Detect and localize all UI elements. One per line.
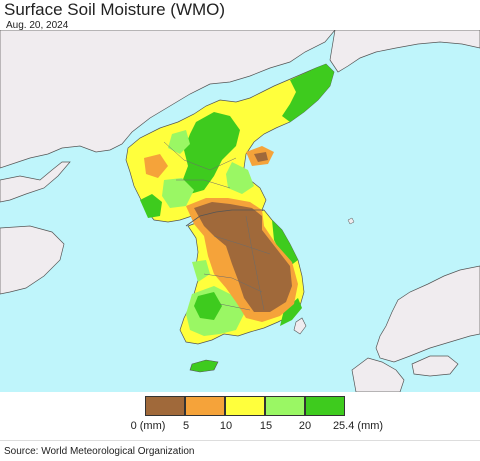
- japan-kyushu: [351, 357, 405, 392]
- soil-moisture-map: [0, 30, 480, 392]
- japan-shikoku: [411, 355, 459, 377]
- green-sk-southeast: [280, 298, 302, 326]
- dmz-border: [185, 209, 264, 227]
- legend: 0 (mm) 5 10 15 20 25.4 (mm): [0, 392, 480, 440]
- map-area: [0, 30, 480, 392]
- lightgreen-sk-west: [192, 260, 210, 282]
- legend-tick-5: 5: [182, 420, 190, 432]
- orange-nk-west: [144, 154, 168, 178]
- green-west-nk: [140, 194, 162, 218]
- green-north-central: [182, 112, 240, 194]
- ulleung-island: [347, 217, 355, 225]
- green-northeast: [282, 64, 334, 122]
- green-sk-southwest: [194, 292, 222, 320]
- source-footer: Source: World Meteorological Organizatio…: [0, 440, 480, 461]
- legend-swatch-10-15: [225, 396, 265, 416]
- legend-swatch-15-20: [265, 396, 305, 416]
- legend-tick-10: 10: [219, 420, 233, 432]
- legend-tick-20: 20: [298, 420, 312, 432]
- province-lines: [163, 141, 271, 311]
- legend-tick-25: 25.4 (mm): [332, 420, 384, 432]
- china-land: [0, 30, 336, 169]
- china-peninsula: [0, 161, 71, 203]
- tsushima-island: [293, 317, 307, 335]
- lightgreen-south-nk: [162, 178, 194, 208]
- brown-nk-east: [254, 152, 268, 162]
- japan-honshu: [375, 265, 480, 363]
- legend-swatch-0-5: [145, 396, 185, 416]
- legend-tick-15: 15: [259, 420, 273, 432]
- source-text: Source: World Meteorological Organizatio…: [4, 446, 195, 457]
- legend-tick-0: 0 (mm): [130, 420, 166, 432]
- brown-central: [194, 202, 292, 312]
- green-sk-east: [272, 220, 298, 266]
- legend-swatch-20-25: [305, 396, 345, 416]
- russia-land: [329, 30, 480, 73]
- jeju-island: [189, 359, 219, 373]
- map-date: Aug. 20, 2024: [6, 20, 69, 31]
- legend-swatch-5-10: [185, 396, 225, 416]
- map-title: Surface Soil Moisture (WMO): [4, 0, 226, 19]
- china-south-land: [0, 225, 65, 295]
- lightgreen-east-nk: [226, 162, 254, 194]
- lightgreen-north: [168, 130, 190, 154]
